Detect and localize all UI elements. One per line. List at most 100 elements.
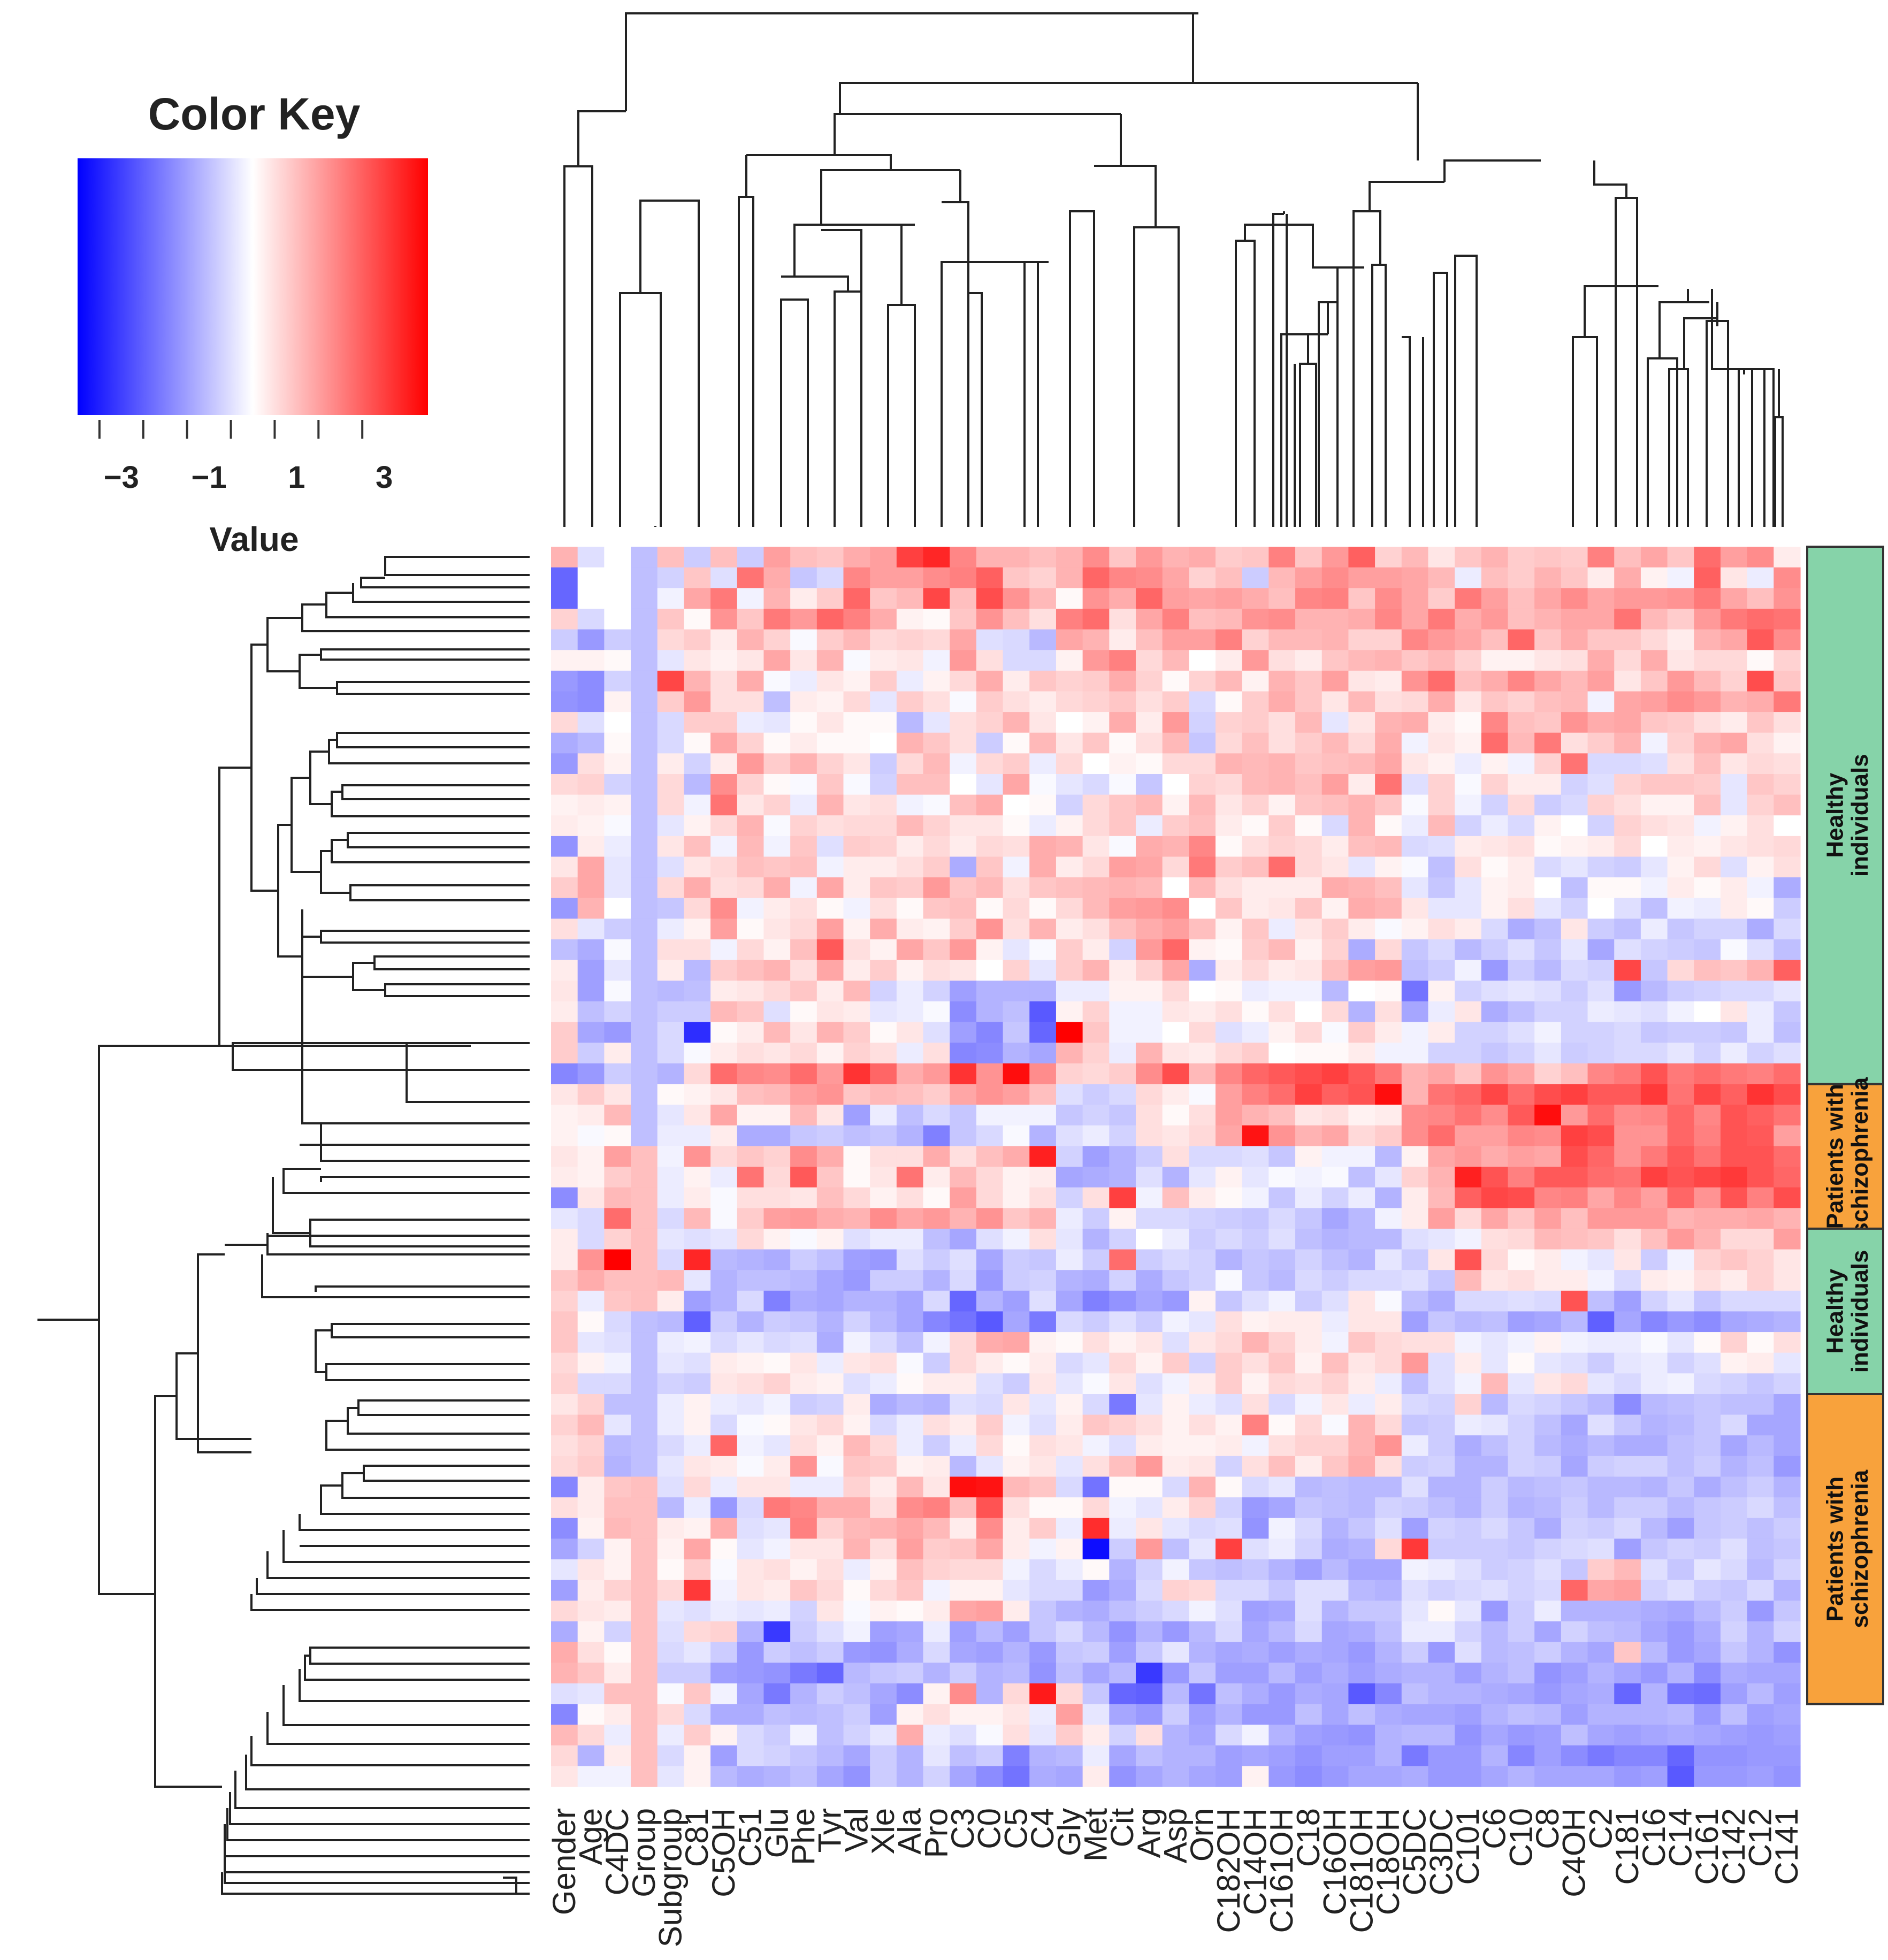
heatmap-cell (1455, 691, 1482, 713)
heatmap-cell (657, 670, 684, 692)
heatmap-cell (1720, 732, 1748, 754)
heatmap-cell (923, 567, 950, 588)
heatmap-cell (604, 1559, 631, 1581)
heatmap-cell (1189, 815, 1216, 837)
heatmap-cell (1162, 670, 1189, 692)
heatmap-cell (1481, 1580, 1509, 1601)
heatmap-cell (1508, 836, 1535, 858)
heatmap-cell (1003, 753, 1030, 775)
heatmap-cell (1295, 1146, 1323, 1167)
heatmap-cell (1455, 1043, 1482, 1064)
heatmap-cell (816, 1208, 844, 1229)
heatmap-cell (1747, 588, 1774, 609)
heatmap-cell (1587, 1290, 1615, 1312)
heatmap-cell (1508, 1311, 1535, 1333)
heatmap-cell (1640, 1249, 1668, 1270)
heatmap-cell (1747, 1580, 1774, 1601)
heatmap-cell (1109, 1476, 1136, 1498)
heatmap-cell (1614, 794, 1641, 816)
heatmap-cell (1029, 1745, 1057, 1766)
heatmap-cell (1029, 1063, 1057, 1085)
heatmap-cell (1481, 774, 1509, 795)
heatmap-cell (950, 547, 977, 568)
heatmap-cell (843, 753, 870, 775)
heatmap-cell (923, 1518, 950, 1539)
heatmap-cell (710, 1538, 738, 1560)
heatmap-cell (1587, 1022, 1615, 1043)
heatmap-cell (896, 877, 924, 899)
heatmap-cell (1216, 774, 1243, 795)
heatmap-cell (1720, 794, 1748, 816)
heatmap-cell (1321, 1022, 1349, 1043)
heatmap-cell (737, 1084, 765, 1105)
heatmap-cell (1268, 650, 1296, 671)
heatmap-cell (1003, 712, 1030, 733)
heatmap-cell (790, 1704, 817, 1725)
heatmap-cell (604, 1476, 631, 1498)
heatmap-cell (976, 898, 1004, 919)
heatmap-cell (816, 1435, 844, 1457)
heatmap-cell (1720, 1559, 1748, 1581)
heatmap-cell (763, 918, 791, 940)
heatmap-cell (657, 774, 684, 795)
heatmap-cell (551, 1352, 578, 1374)
heatmap-cell (1082, 1476, 1110, 1498)
heatmap-cell (1720, 898, 1748, 919)
heatmap-cell (790, 1022, 817, 1043)
heatmap-cell (684, 1476, 711, 1498)
heatmap-cell (1640, 1497, 1668, 1519)
heatmap-cell (1694, 1394, 1721, 1415)
heatmap-cell (1216, 1580, 1243, 1601)
heatmap-cell (870, 1167, 897, 1188)
heatmap-cell (1694, 1332, 1721, 1353)
heatmap-cell (870, 1621, 897, 1643)
heatmap-cell (1189, 1228, 1216, 1250)
heatmap-cell (1774, 898, 1801, 919)
heatmap-cell (763, 1228, 791, 1250)
heatmap-cell (737, 1683, 765, 1705)
heatmap-cell (870, 1001, 897, 1023)
heatmap-cell (684, 918, 711, 940)
heatmap-cell (1216, 1373, 1243, 1395)
heatmap-cell (1667, 1456, 1694, 1477)
heatmap-cell (976, 815, 1004, 837)
heatmap-cell (1109, 877, 1136, 899)
heatmap-cell (976, 547, 1004, 568)
heatmap-cell (976, 836, 1004, 858)
heatmap-cell (1375, 877, 1402, 899)
heatmap-cell (1162, 1559, 1189, 1581)
heatmap-cell (763, 1187, 791, 1208)
heatmap-cell (1614, 1063, 1641, 1085)
heatmap-cell (1694, 670, 1721, 692)
heatmap-cell (1428, 1766, 1455, 1787)
column-label: C161 (1689, 1808, 1725, 1885)
heatmap-cell (1747, 1394, 1774, 1415)
heatmap-cell (843, 1352, 870, 1374)
heatmap-cell (1056, 836, 1083, 858)
heatmap-cell (657, 1745, 684, 1766)
heatmap-cell (1774, 960, 1801, 981)
heatmap-cell (1242, 1663, 1269, 1684)
heatmap-cell (737, 1414, 765, 1436)
heatmap-cell (1295, 1228, 1323, 1250)
heatmap-cell (577, 1435, 605, 1457)
heatmap-cell (1268, 877, 1296, 899)
heatmap-cell (1694, 712, 1721, 733)
column-label: C101 (1450, 1808, 1486, 1885)
column-label: C10 (1503, 1808, 1539, 1867)
heatmap-cell (1481, 1001, 1509, 1023)
heatmap-cell (1321, 1580, 1349, 1601)
heatmap-cell (1561, 1146, 1588, 1167)
heatmap-cell (1694, 1580, 1721, 1601)
heatmap-cell (870, 774, 897, 795)
heatmap-cell (870, 547, 897, 568)
heatmap-cell (1534, 1394, 1562, 1415)
heatmap-cell (1109, 1497, 1136, 1519)
heatmap-cell (1162, 1394, 1189, 1415)
heatmap-cell (896, 981, 924, 1002)
heatmap-cell (1481, 608, 1509, 630)
heatmap-cell (816, 1497, 844, 1519)
heatmap-cell (710, 1105, 738, 1126)
heatmap-cell (1561, 1001, 1588, 1023)
heatmap-cell (1401, 1125, 1429, 1146)
